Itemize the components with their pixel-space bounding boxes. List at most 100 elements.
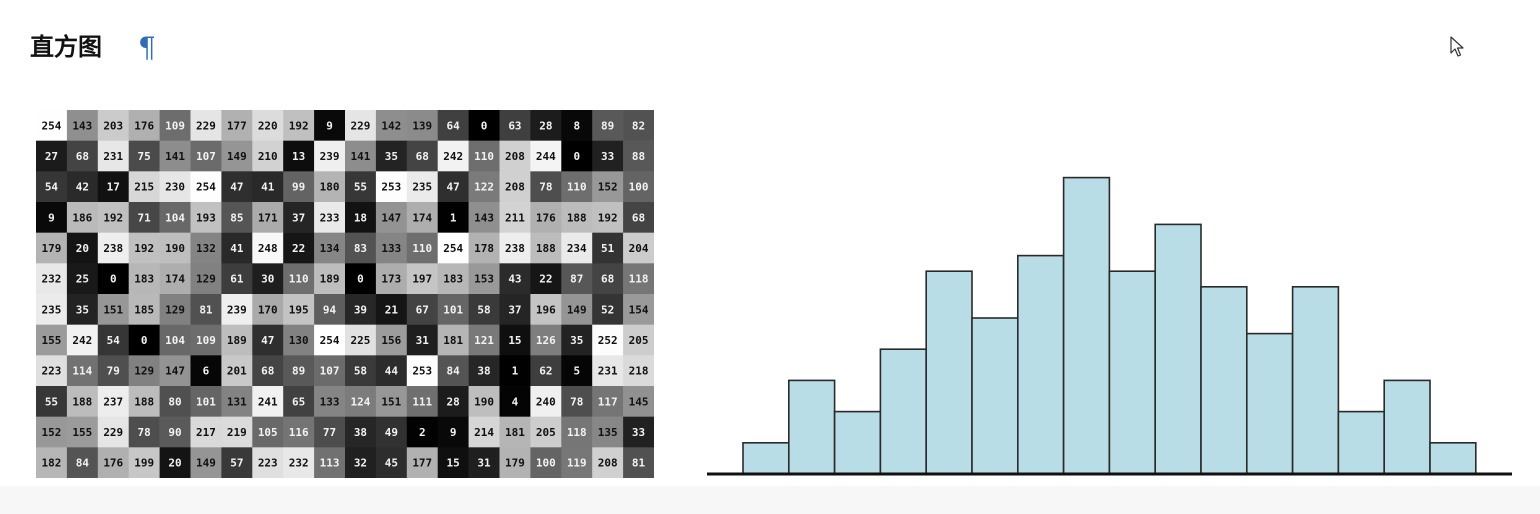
histogram-bar — [1429, 441, 1477, 475]
pixel-value-label: 183 — [134, 273, 154, 286]
pixel-value-label: 253 — [381, 181, 401, 194]
pixel-value-label: 133 — [381, 242, 401, 255]
pixel-value-label: 171 — [258, 211, 278, 224]
pixel-value-label: 239 — [227, 303, 247, 316]
pixel-cell — [314, 447, 346, 478]
pixel-cell — [36, 324, 68, 356]
pixel-cell — [97, 202, 129, 233]
pixel-value-label: 185 — [134, 303, 154, 316]
pixel-cell — [159, 232, 191, 264]
pixel-value-label: 47 — [261, 334, 274, 347]
pixel-value-label: 107 — [320, 365, 340, 378]
pixel-cell — [499, 171, 531, 203]
pixel-value-label: 17 — [107, 181, 120, 194]
pixel-value-label: 114 — [72, 365, 92, 378]
pixel-value-label: 189 — [227, 334, 247, 347]
pixel-cell — [468, 294, 500, 325]
pixel-cell — [406, 202, 438, 233]
pixel-cell — [66, 294, 99, 325]
pixel-value-label: 231 — [598, 365, 618, 378]
pixel-cell — [221, 171, 253, 203]
pixel-cell — [437, 386, 469, 417]
pixel-value-label: 147 — [165, 365, 185, 378]
pixel-cell — [406, 324, 438, 356]
pixel-cell — [437, 355, 469, 387]
pixel-value-label: 134 — [320, 242, 340, 255]
pixel-value-label: 15 — [508, 334, 521, 347]
pixel-cell — [190, 294, 222, 325]
pixel-cell — [36, 294, 68, 325]
histogram-bar — [925, 270, 973, 475]
pixel-value-label: 132 — [196, 242, 216, 255]
pixel-cell — [252, 294, 284, 325]
pixel-value-label: 83 — [354, 242, 367, 255]
pixel-cell — [97, 324, 129, 356]
pixel-cell — [592, 110, 624, 141]
pixel-cell — [375, 110, 408, 141]
pixel-cell — [623, 386, 654, 417]
pixel-cell — [128, 416, 160, 448]
pixel-value-label: 205 — [536, 426, 556, 439]
pixel-cell — [623, 294, 654, 325]
pixel-value-label: 186 — [72, 211, 92, 224]
pixel-cell — [468, 324, 500, 356]
pixel-value-label: 156 — [381, 334, 401, 347]
pixel-value-label: 139 — [412, 119, 432, 132]
pixel-value-label: 9 — [450, 426, 457, 439]
pixel-value-label: 242 — [72, 334, 92, 347]
pixel-value-label: 63 — [508, 119, 521, 132]
pixel-value-label: 38 — [477, 365, 490, 378]
pixel-value-label: 44 — [385, 365, 399, 378]
pixel-cell — [561, 171, 593, 203]
pixel-cell — [190, 386, 222, 417]
pixel-value-label: 41 — [261, 181, 275, 194]
pixel-value-label: 141 — [351, 150, 371, 163]
pixel-cell — [159, 171, 191, 203]
pixel-value-label: 75 — [138, 150, 151, 163]
pixel-value-label: 214 — [474, 426, 494, 439]
pixel-cell — [190, 324, 222, 356]
pixel-value-label: 71 — [138, 211, 152, 224]
pixel-cell — [66, 263, 99, 295]
pixel-cell — [283, 447, 315, 478]
pixel-value-label: 223 — [42, 365, 62, 378]
pixel-value-label: 117 — [598, 395, 618, 408]
pixel-value-label: 173 — [381, 273, 401, 286]
pixel-value-label: 152 — [598, 181, 618, 194]
pixel-cell — [283, 294, 315, 325]
pixel-cell — [128, 447, 160, 478]
pixel-value-label: 234 — [567, 242, 587, 255]
pixel-cell — [128, 110, 160, 141]
pixel-value-label: 151 — [381, 395, 401, 408]
pixel-cell — [252, 355, 284, 387]
pixel-cell — [530, 110, 562, 141]
pixel-cell — [530, 202, 562, 233]
pixel-value-label: 192 — [289, 119, 309, 132]
pixel-cell — [468, 110, 500, 141]
pixel-value-label: 196 — [536, 303, 556, 316]
pixel-cell — [314, 386, 346, 417]
pilcrow-icon[interactable]: ¶ — [138, 31, 156, 64]
pixel-cell — [97, 416, 129, 448]
pixel-cell — [252, 324, 284, 356]
pixel-value-label: 9 — [48, 211, 55, 224]
pixel-value-label: 178 — [474, 242, 494, 255]
pixel-value-label: 52 — [601, 303, 614, 316]
pixel-value-label: 208 — [505, 181, 525, 194]
pixel-cell — [623, 110, 654, 141]
pixel-value-label: 170 — [258, 303, 278, 316]
pixel-value-label: 229 — [196, 119, 216, 132]
pixel-value-label: 79 — [107, 365, 120, 378]
pixel-cell — [66, 386, 99, 417]
pixel-value-label: 151 — [103, 303, 123, 316]
pixel-cell — [530, 416, 562, 448]
pixel-value-label: 237 — [103, 395, 123, 408]
pixel-cell — [406, 386, 438, 417]
pixel-cell — [283, 355, 315, 387]
pixel-value-label: 143 — [474, 211, 494, 224]
pixel-cell — [97, 263, 129, 295]
pixel-value-label: 62 — [539, 365, 552, 378]
pixel-cell — [375, 447, 408, 478]
pixel-cell — [283, 416, 315, 448]
pixel-value-label: 0 — [573, 150, 580, 163]
